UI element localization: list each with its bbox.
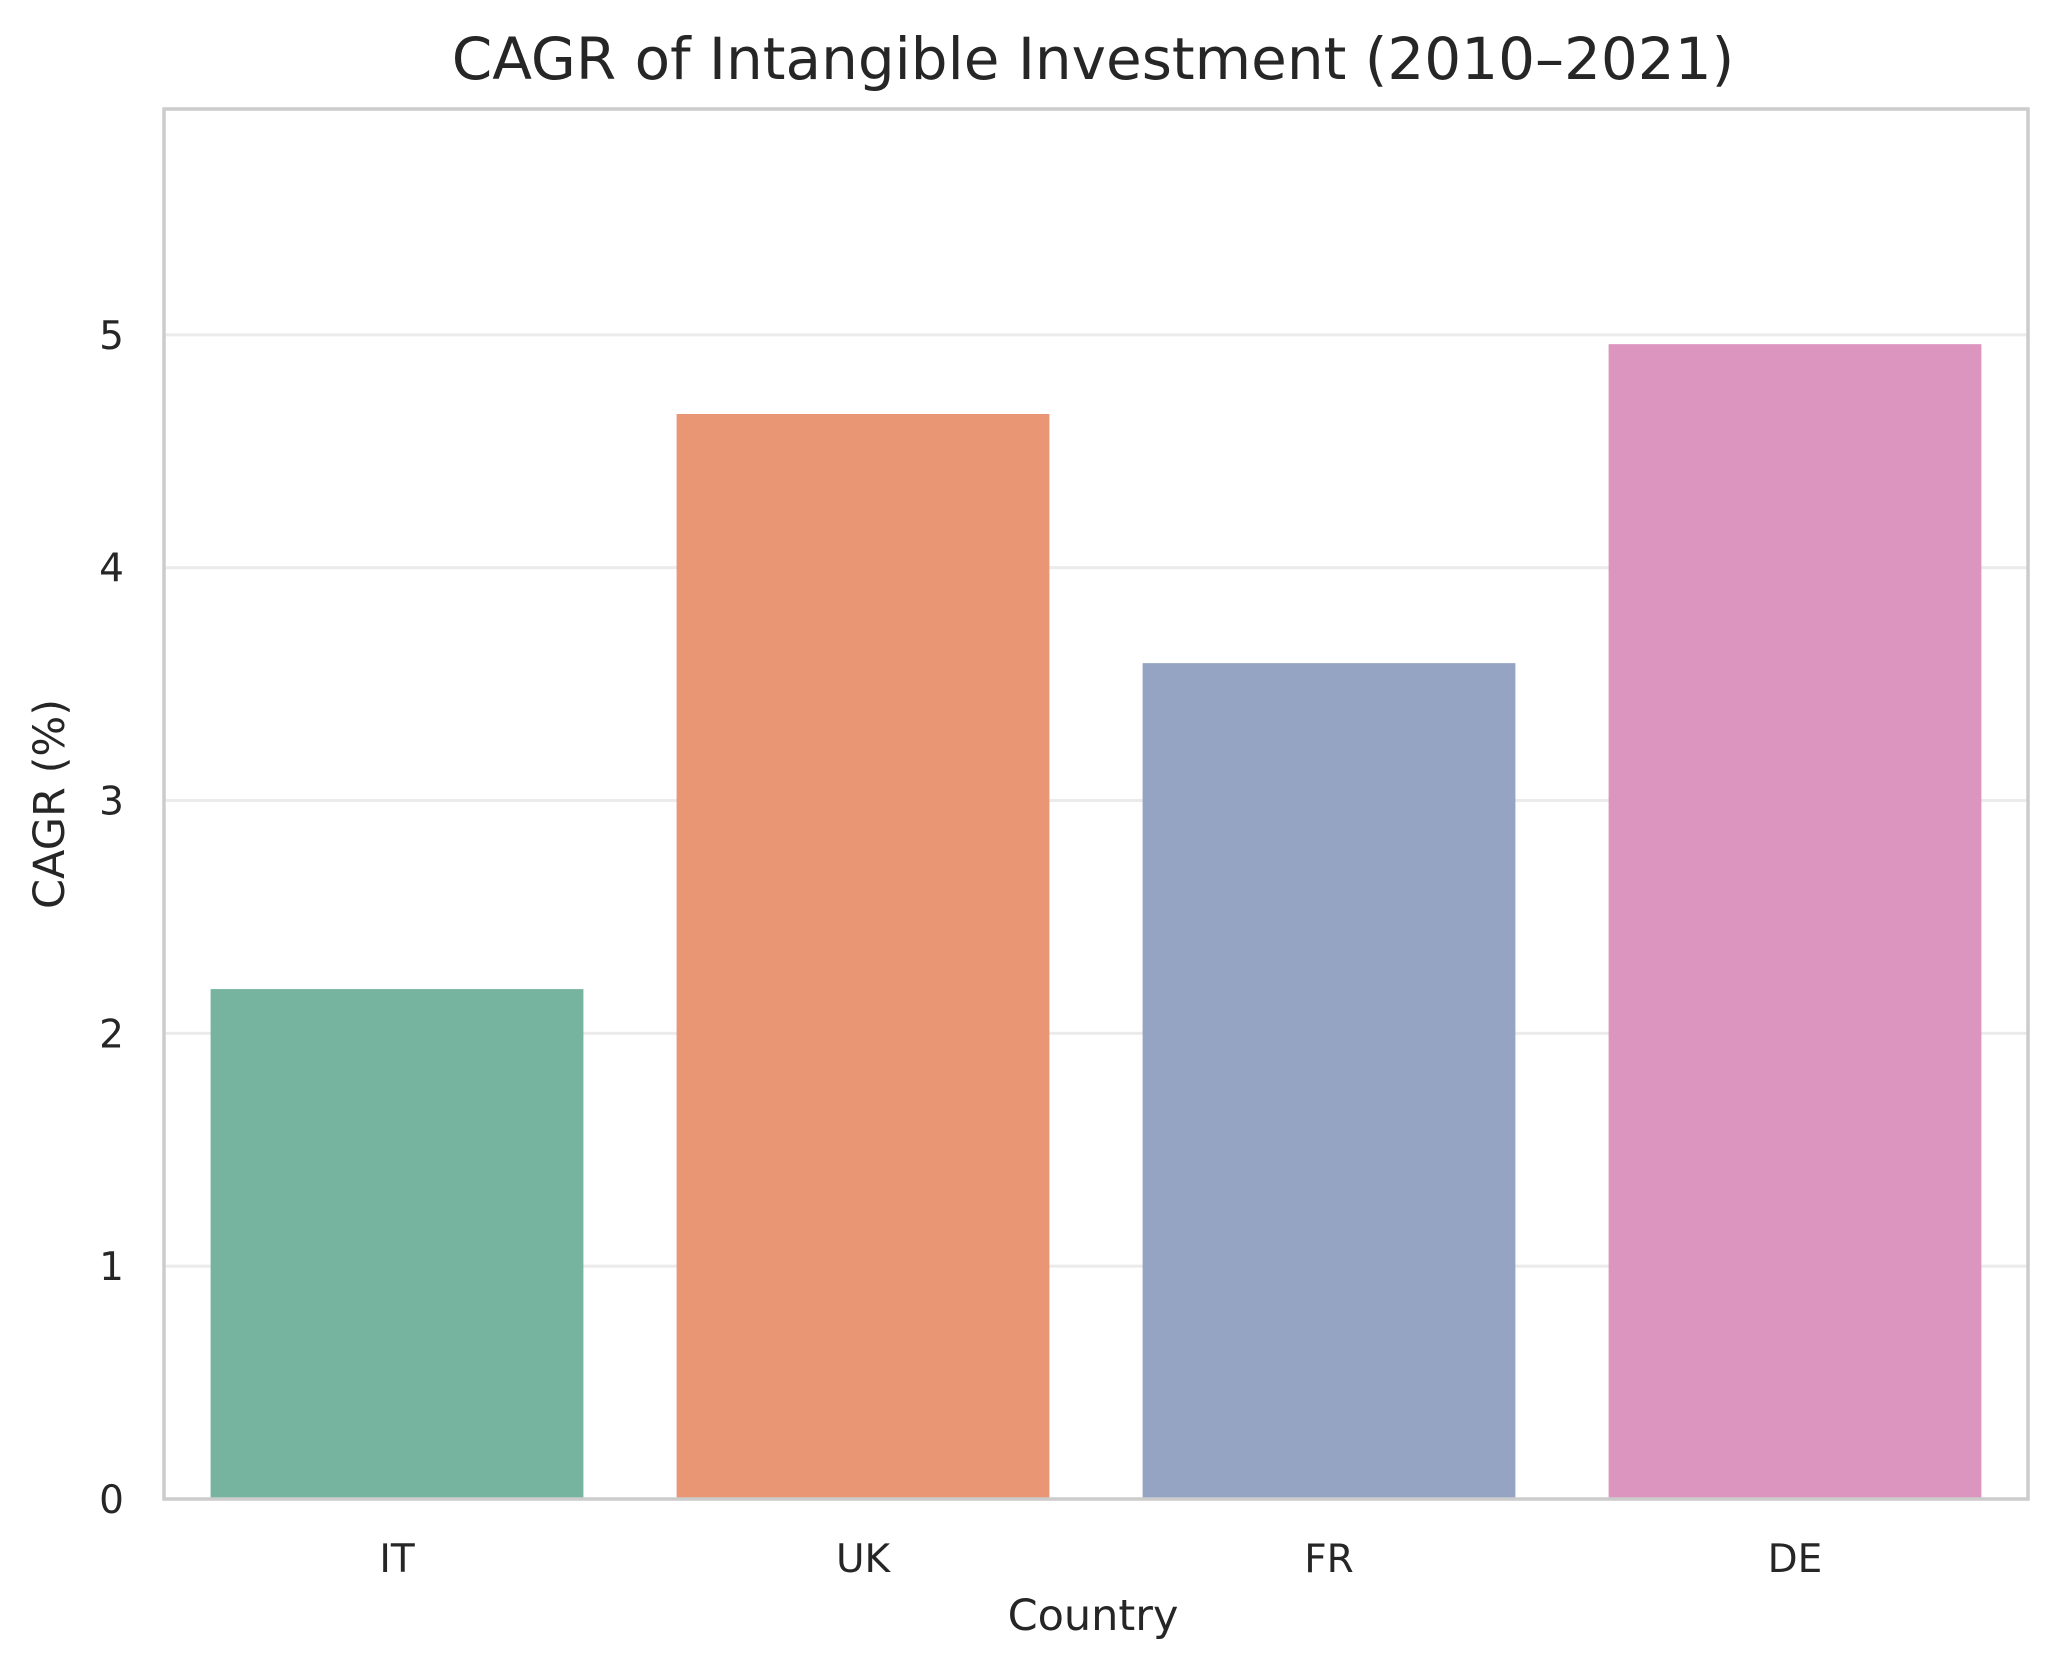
y-tick-label: 1 xyxy=(99,1245,124,1290)
bar-it xyxy=(210,989,584,1499)
x-tick-label: UK xyxy=(836,1537,892,1582)
y-tick-labels: 0 1 2 3 4 5 xyxy=(99,314,124,1523)
x-axis-label: Country xyxy=(1008,1591,1179,1641)
y-tick-label: 4 xyxy=(99,547,124,592)
y-axis-label: CAGR (%) xyxy=(25,699,75,909)
y-tick-label: 3 xyxy=(99,780,124,825)
plot-frame xyxy=(162,107,2030,1501)
y-tick-label: 5 xyxy=(99,314,124,359)
bars xyxy=(210,344,1982,1500)
bar-de xyxy=(1608,344,1982,1499)
x-tick-label: FR xyxy=(1304,1537,1354,1582)
chart-title: CAGR of Intangible Investment (2010–2021… xyxy=(452,25,1735,93)
x-tick-label: IT xyxy=(379,1537,415,1582)
y-tick-label: 2 xyxy=(99,1012,124,1057)
x-tick-labels: IT UK FR DE xyxy=(379,1537,1822,1582)
bar-fr xyxy=(1142,663,1516,1499)
bar-uk xyxy=(676,414,1050,1500)
y-tick-label: 0 xyxy=(99,1478,124,1523)
x-tick-label: DE xyxy=(1768,1537,1823,1582)
